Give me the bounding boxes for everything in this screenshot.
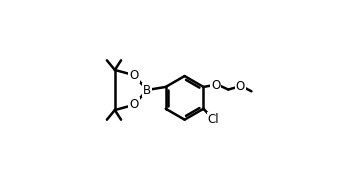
Text: O: O [130,98,139,111]
Text: O: O [130,69,139,82]
Text: B: B [143,84,151,96]
Text: O: O [211,79,220,92]
Text: O: O [236,80,245,93]
Text: Cl: Cl [208,113,219,126]
